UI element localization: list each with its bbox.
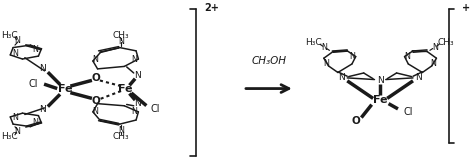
Text: N: N bbox=[118, 126, 124, 135]
Text: N: N bbox=[323, 60, 329, 68]
Text: N: N bbox=[39, 64, 46, 73]
Text: O: O bbox=[91, 96, 100, 106]
Text: H₃C: H₃C bbox=[1, 31, 18, 40]
Text: CH₃: CH₃ bbox=[113, 132, 129, 141]
Text: N: N bbox=[131, 55, 137, 63]
Text: H₃C: H₃C bbox=[305, 38, 322, 47]
Text: N: N bbox=[14, 36, 20, 45]
Text: O: O bbox=[351, 116, 360, 125]
Text: Fe: Fe bbox=[373, 95, 387, 105]
Text: N: N bbox=[134, 99, 141, 108]
Text: N: N bbox=[430, 60, 436, 68]
Text: N: N bbox=[415, 73, 422, 82]
Text: N: N bbox=[92, 107, 98, 116]
Text: Fe: Fe bbox=[118, 84, 133, 94]
Text: CH₃OH: CH₃OH bbox=[251, 56, 286, 66]
Text: N: N bbox=[39, 105, 46, 114]
Text: N: N bbox=[377, 76, 383, 85]
Text: N: N bbox=[118, 37, 124, 46]
Text: N: N bbox=[131, 107, 137, 116]
Text: N: N bbox=[338, 73, 345, 82]
Text: N: N bbox=[12, 49, 18, 58]
Text: N: N bbox=[33, 118, 38, 127]
Text: 2+: 2+ bbox=[205, 3, 219, 13]
Text: Cl: Cl bbox=[150, 104, 160, 113]
Text: N: N bbox=[321, 43, 327, 52]
Text: Fe: Fe bbox=[58, 84, 73, 94]
Text: N: N bbox=[404, 52, 410, 61]
Text: N: N bbox=[432, 43, 438, 52]
Text: N: N bbox=[134, 71, 141, 80]
Text: N: N bbox=[12, 113, 18, 122]
Text: N: N bbox=[92, 55, 98, 64]
Text: N: N bbox=[349, 52, 355, 61]
Text: Cl: Cl bbox=[29, 79, 38, 89]
Text: Cl: Cl bbox=[403, 107, 413, 116]
Text: CH₃: CH₃ bbox=[113, 31, 129, 40]
Text: O: O bbox=[91, 73, 100, 83]
Text: N: N bbox=[33, 45, 38, 54]
Text: +: + bbox=[462, 3, 470, 13]
Text: CH₃: CH₃ bbox=[438, 38, 454, 47]
Text: H₃C: H₃C bbox=[1, 132, 18, 141]
Text: N: N bbox=[14, 127, 20, 136]
